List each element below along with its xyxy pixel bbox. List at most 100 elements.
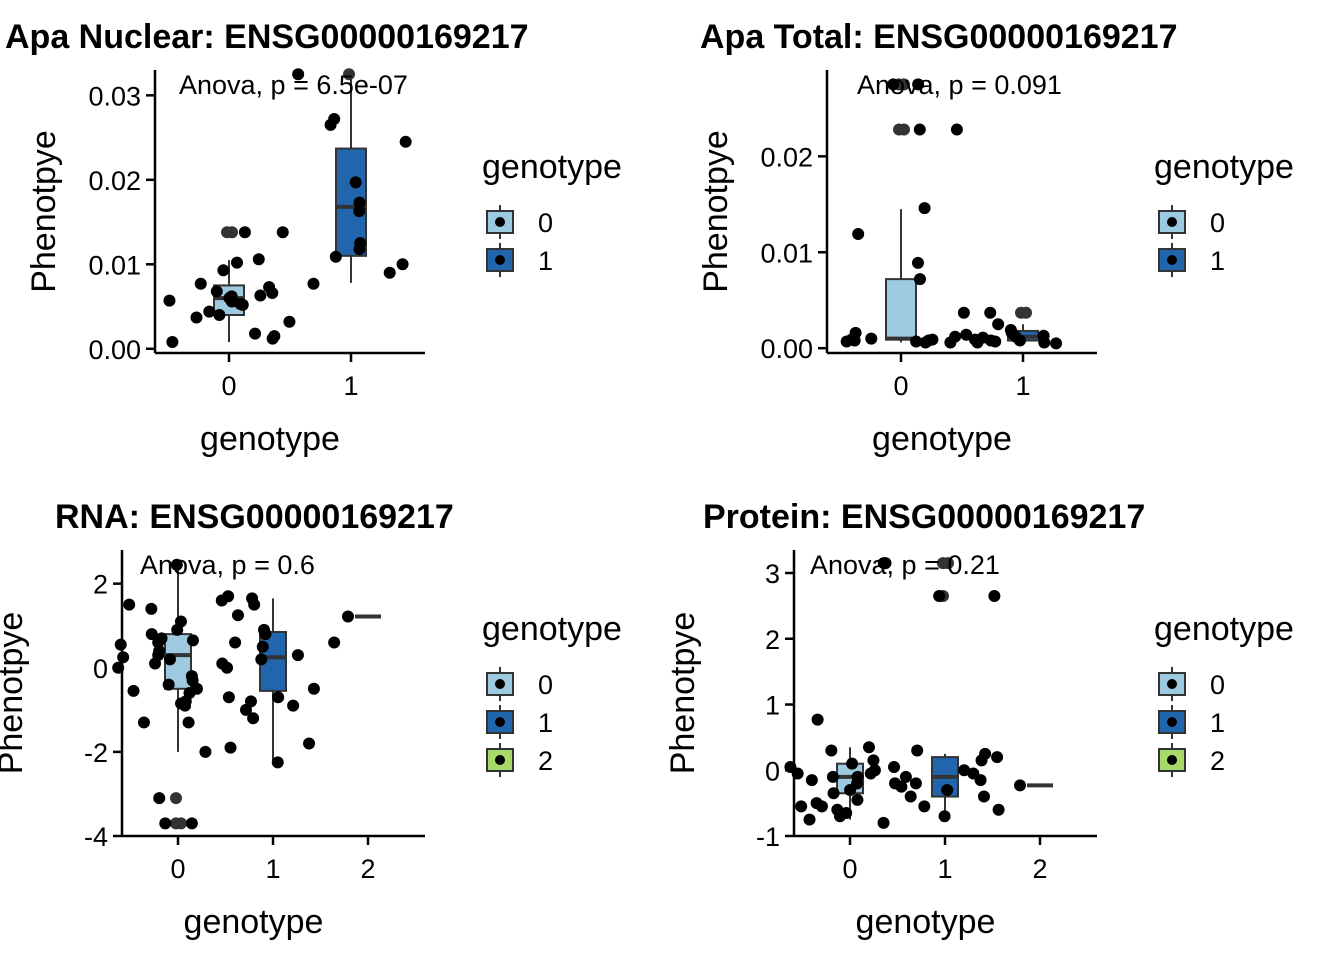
data-point — [283, 315, 296, 328]
x-axis-label: genotype — [872, 420, 1012, 458]
data-point — [307, 277, 320, 290]
y-tick-label: 0.02 — [760, 142, 813, 172]
x-tick-label: 0 — [893, 371, 908, 401]
data-point — [975, 754, 988, 767]
y-tick-label: 1 — [765, 691, 780, 721]
legend-key-point — [495, 717, 505, 727]
legend-key-point — [495, 255, 505, 265]
data-point — [827, 787, 840, 800]
panel-1: Apa Total: ENSG00000169217 0.00 0.01 0.02 0 1… — [697, 18, 1294, 458]
data-point — [911, 256, 924, 269]
legend-title: genotype — [482, 148, 622, 186]
legend-key-point — [495, 217, 505, 227]
legend-title: genotype — [482, 610, 622, 648]
data-point — [899, 770, 912, 783]
data-point — [213, 308, 226, 321]
data-point — [353, 196, 366, 209]
data-point — [203, 305, 216, 318]
data-point — [112, 661, 125, 674]
outlier-point — [170, 792, 182, 805]
outlier-point — [937, 557, 949, 570]
data-point — [266, 332, 279, 345]
x-tick-label: 0 — [842, 854, 857, 884]
data-point — [974, 774, 987, 787]
outlier-point — [343, 68, 355, 81]
data-point — [217, 264, 230, 277]
data-point — [988, 590, 1001, 603]
legend-label: 0 — [538, 670, 553, 700]
data-point — [329, 250, 342, 263]
x-tick-label: 1 — [1015, 371, 1030, 401]
y-tick-label: -2 — [84, 738, 108, 768]
data-point — [163, 294, 176, 307]
anova-annotation: Anova, p = 0.21 — [810, 550, 1000, 580]
data-point — [852, 228, 865, 241]
anova-annotation: Anova, p = 0.6 — [140, 550, 315, 580]
data-point — [171, 623, 184, 636]
data-point — [991, 751, 1004, 764]
data-point — [230, 256, 243, 269]
data-point — [266, 287, 279, 300]
y-tick-label: -4 — [84, 822, 108, 852]
panel-title: Apa Nuclear: ENSG00000169217 — [5, 18, 529, 56]
data-point — [225, 290, 238, 303]
legend-label: 2 — [538, 746, 553, 776]
data-point — [194, 277, 207, 290]
legend-label: 1 — [538, 708, 553, 738]
data-point — [909, 777, 922, 790]
data-point — [248, 598, 261, 611]
data-point — [919, 336, 932, 349]
data-point — [1013, 334, 1026, 347]
x-tick-label: 1 — [265, 854, 280, 884]
data-point — [328, 636, 341, 649]
y-tick-label: 0.02 — [88, 166, 141, 196]
data-point — [840, 335, 853, 348]
legend-key-point — [495, 679, 505, 689]
y-tick-label: 3 — [765, 559, 780, 589]
data-point — [229, 636, 242, 649]
data-point — [303, 737, 316, 750]
data-point — [918, 202, 931, 215]
data-point — [353, 205, 366, 218]
data-point — [910, 335, 923, 348]
x-tick-label: 2 — [1032, 854, 1047, 884]
data-point — [992, 318, 1005, 331]
y-axis-label: Phenotpye — [697, 130, 735, 293]
legend-key-point — [1167, 255, 1177, 265]
data-point — [826, 770, 839, 783]
data-point — [1038, 336, 1051, 349]
box-0 — [213, 226, 245, 343]
data-point — [383, 266, 396, 279]
panel-title: RNA: ENSG00000169217 — [55, 498, 454, 536]
data-point — [236, 298, 249, 311]
data-point — [324, 118, 337, 131]
data-point — [913, 123, 926, 136]
data-point — [877, 557, 890, 570]
data-point — [960, 328, 973, 341]
data-point — [199, 745, 212, 758]
data-point — [210, 285, 223, 298]
panel-title: Protein: ENSG00000169217 — [703, 498, 1145, 536]
legend-label: 1 — [1210, 708, 1225, 738]
data-point — [950, 123, 963, 136]
data-point — [239, 703, 252, 716]
legend-title: genotype — [1154, 610, 1294, 648]
legend-key-point — [495, 755, 505, 765]
data-point — [247, 712, 260, 725]
data-point — [190, 311, 203, 324]
data-point — [911, 744, 924, 757]
legend-label: 1 — [538, 246, 553, 276]
data-point — [353, 243, 366, 256]
data-point — [825, 744, 838, 757]
data-point — [791, 767, 804, 780]
legend: genotype 0 1 — [482, 148, 622, 277]
data-point — [117, 651, 130, 664]
x-tick-label: 2 — [360, 854, 375, 884]
legend-label: 1 — [1210, 246, 1225, 276]
x-axis-label: genotype — [184, 903, 324, 941]
data-point — [252, 253, 265, 266]
data-point — [904, 790, 917, 803]
legend: genotype 0 1 — [1154, 148, 1294, 277]
data-point — [145, 628, 158, 641]
